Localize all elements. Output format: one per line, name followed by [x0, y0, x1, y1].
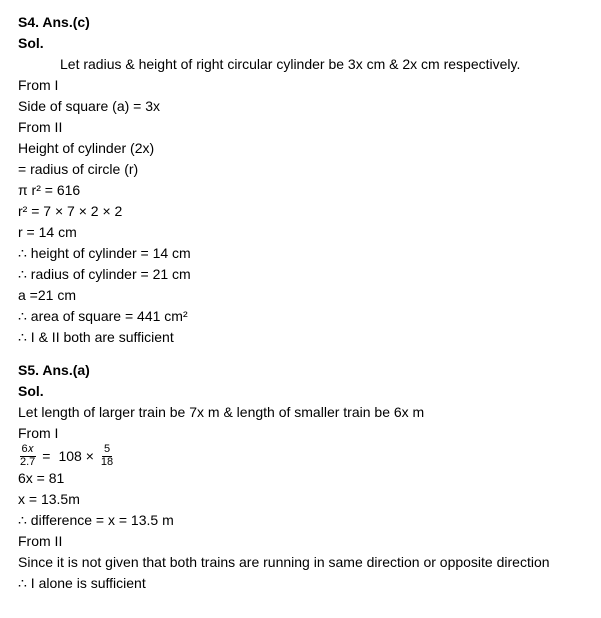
- s4-line: a =21 cm: [18, 285, 583, 306]
- s4-line: π r² = 616: [18, 180, 583, 201]
- s4-line: r² = 7 × 7 × 2 × 2: [18, 201, 583, 222]
- fraction-left: 6𝑥 2.7: [18, 444, 37, 468]
- s4-line: ∴ I & II both are sufficient: [18, 327, 583, 348]
- s4-line: ∴ height of cylinder = 14 cm: [18, 243, 583, 264]
- s4-line: = radius of circle (r): [18, 159, 583, 180]
- fraction-denominator: 18: [99, 457, 115, 469]
- s4-line: ∴ area of square = 441 cm²: [18, 306, 583, 327]
- s5-line: From II: [18, 531, 583, 552]
- s4-line: Side of square (a) = 3x: [18, 96, 583, 117]
- s4-line: ∴ radius of cylinder = 21 cm: [18, 264, 583, 285]
- s5-fraction-equation: 6𝑥 2.7 = 108 × 5 18: [18, 444, 583, 468]
- s5-from1: From I: [18, 423, 583, 444]
- fraction-right: 5 18: [99, 444, 115, 468]
- equals-sign: =: [39, 446, 53, 467]
- s5-line: x = 13.5m: [18, 489, 583, 510]
- solution-4: S4. Ans.(c) Sol. Let radius & height of …: [18, 12, 583, 348]
- fraction-denominator: 2.7: [18, 457, 37, 469]
- s5-sol-label: Sol.: [18, 381, 583, 402]
- s5-line: Since it is not given that both trains a…: [18, 552, 583, 573]
- s4-sol-label: Sol.: [18, 33, 583, 54]
- s4-line: r = 14 cm: [18, 222, 583, 243]
- s4-intro: Let radius & height of right circular cy…: [18, 54, 583, 75]
- s5-line: ∴ I alone is sufficient: [18, 573, 583, 594]
- solution-5: S5. Ans.(a) Sol. Let length of larger tr…: [18, 360, 583, 594]
- fraction-numerator: 6𝑥: [20, 444, 36, 457]
- s5-intro: Let length of larger train be 7x m & len…: [18, 402, 583, 423]
- s4-line: From II: [18, 117, 583, 138]
- fraction-multiplier: 108 ×: [55, 446, 96, 467]
- s4-heading: S4. Ans.(c): [18, 12, 583, 33]
- s5-heading: S5. Ans.(a): [18, 360, 583, 381]
- s4-line: From I: [18, 75, 583, 96]
- s5-line: 6x = 81: [18, 468, 583, 489]
- s5-line: ∴ difference = x = 13.5 m: [18, 510, 583, 531]
- fraction-numerator: 5: [102, 444, 112, 457]
- s4-line: Height of cylinder (2x): [18, 138, 583, 159]
